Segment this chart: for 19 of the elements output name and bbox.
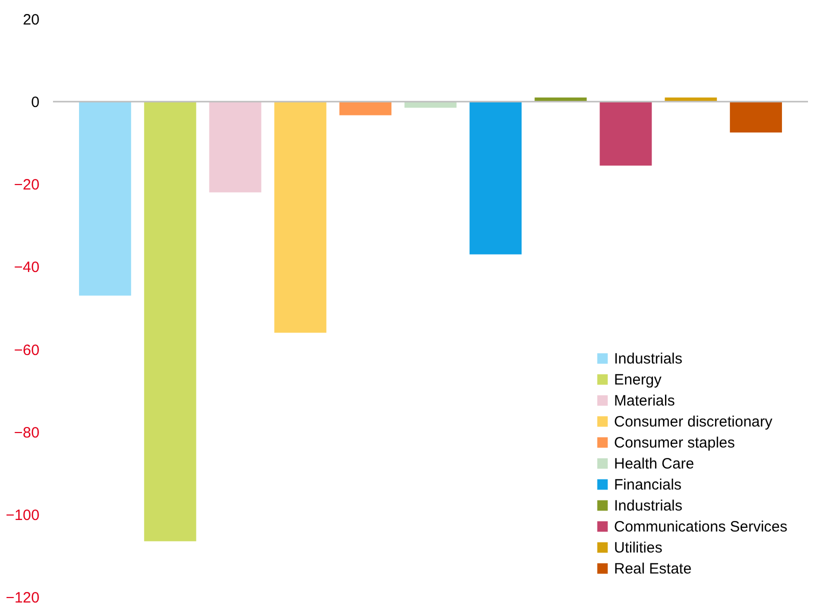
- legend-label: Consumer staples: [614, 434, 735, 452]
- legend-label: Materials: [614, 392, 675, 410]
- y-tick-label: −80: [14, 424, 40, 442]
- y-tick-label: −60: [14, 342, 40, 359]
- legend-label: Communications Services: [614, 518, 788, 536]
- legend-label: Energy: [614, 372, 662, 388]
- legend-label: Real Estate: [614, 560, 692, 578]
- legend-label: Consumer discretionary: [614, 414, 773, 430]
- y-tick-label: −20: [14, 176, 40, 194]
- legend-label: Financials: [614, 476, 682, 494]
- y-tick-label: −120: [6, 590, 40, 606]
- y-tick-label: 20: [22, 12, 40, 28]
- legend-label: Utilities: [614, 540, 662, 556]
- y-tick-label: 0: [31, 94, 40, 112]
- y-tick-label: −40: [14, 259, 40, 276]
- legend-label: Industrials: [614, 498, 682, 514]
- legend-label: Health Care: [614, 456, 694, 472]
- legend-label: Industrials: [614, 350, 682, 368]
- y-tick-label: −100: [6, 506, 40, 524]
